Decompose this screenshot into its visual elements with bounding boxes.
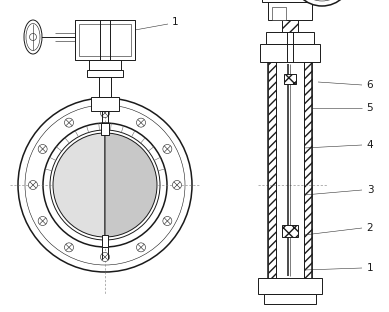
- Circle shape: [163, 144, 172, 154]
- Bar: [282, 225, 298, 237]
- Bar: [268, 2, 312, 20]
- Circle shape: [137, 118, 145, 127]
- Text: 4: 4: [367, 140, 373, 150]
- Circle shape: [38, 217, 47, 226]
- Text: 1: 1: [367, 263, 373, 273]
- Circle shape: [65, 118, 74, 127]
- Bar: [284, 74, 296, 84]
- Bar: [264, 294, 316, 304]
- Bar: [268, 62, 276, 278]
- Circle shape: [18, 98, 192, 272]
- Text: 1: 1: [172, 17, 178, 27]
- Wedge shape: [53, 133, 105, 237]
- Circle shape: [297, 0, 347, 1]
- Ellipse shape: [26, 23, 40, 51]
- Bar: [260, 44, 320, 62]
- Text: 3: 3: [367, 185, 373, 195]
- Circle shape: [38, 144, 47, 154]
- Text: 2: 2: [367, 223, 373, 233]
- Bar: [79, 24, 131, 56]
- Circle shape: [28, 181, 37, 189]
- Bar: [91, 97, 119, 111]
- Bar: [75, 20, 135, 60]
- Circle shape: [43, 123, 167, 247]
- Bar: [266, 32, 314, 44]
- Circle shape: [25, 105, 185, 265]
- Circle shape: [50, 130, 160, 240]
- Text: 5: 5: [367, 103, 373, 113]
- Circle shape: [163, 217, 172, 226]
- Bar: [101, 123, 109, 135]
- Circle shape: [172, 181, 182, 189]
- Ellipse shape: [24, 20, 42, 54]
- Bar: [99, 77, 111, 97]
- Text: 6: 6: [367, 80, 373, 90]
- Wedge shape: [105, 133, 157, 237]
- Circle shape: [30, 33, 37, 41]
- Bar: [272, 7, 286, 20]
- Bar: [262, 0, 318, 2]
- Circle shape: [292, 0, 352, 6]
- Bar: [102, 235, 108, 247]
- Bar: [87, 70, 123, 77]
- Bar: [304, 62, 312, 278]
- Bar: [282, 20, 298, 32]
- Circle shape: [100, 252, 109, 261]
- Bar: [89, 60, 121, 70]
- Circle shape: [65, 243, 74, 252]
- Circle shape: [137, 243, 145, 252]
- Circle shape: [100, 109, 109, 118]
- Bar: [99, 77, 111, 97]
- Bar: [258, 278, 322, 294]
